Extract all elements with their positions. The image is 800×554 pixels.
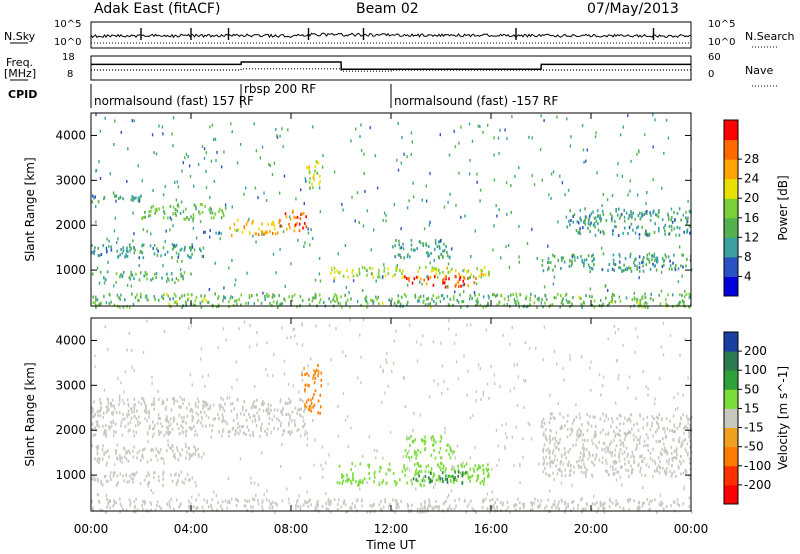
velocity-panel-range-tick-label: 2000: [55, 423, 86, 437]
time-tick-label: 20:00: [574, 522, 609, 536]
freq-label: Freq.: [6, 56, 34, 69]
velocity-colorbar-tick-label: -15: [744, 421, 764, 435]
velocity-colorbar-tick-label: -50: [744, 440, 764, 454]
velocity-colorbar-swatch: [724, 332, 738, 352]
power-panel-scatter-layer: [91, 113, 693, 309]
power-panel-range-tick-label: 2000: [55, 218, 86, 232]
freq-panel-frame: [90, 55, 692, 81]
power-colorbar-tick-label: 8: [744, 250, 752, 264]
date-title: 07/May/2013: [587, 1, 679, 17]
velocity-colorbar-tick-label: 100: [744, 363, 767, 377]
time-tick-label: 12:00: [374, 522, 409, 536]
power-colorbar-swatch: [724, 276, 738, 297]
velocity-colorbar-swatch: [724, 484, 738, 505]
beam-title: Beam 02: [356, 1, 419, 17]
velocity-colorbar-swatch: [724, 408, 738, 428]
time-axis-label: Time UT: [365, 538, 416, 552]
freq-bottom-tick: 8: [67, 69, 74, 80]
noise-right-top-tick: 10^5: [708, 19, 736, 30]
velocity-colorbar-tick-label: -200: [744, 478, 771, 492]
nave-top-tick: 60: [708, 52, 721, 63]
radar-title: Adak East (fitACF): [94, 1, 221, 17]
velocity-colorbar-swatch: [724, 446, 738, 467]
velocity-colorbar-swatch: [724, 465, 738, 486]
velocity-panel-range-tick-label: 3000: [55, 378, 86, 392]
power-colorbar-frame: [723, 119, 739, 297]
velocity-panel-range-tick-label: 4000: [55, 333, 86, 347]
velocity-colorbar-tick-label: 50: [744, 382, 759, 396]
power-panel-range-tick-label: 4000: [55, 128, 86, 142]
nave-label: Nave: [745, 64, 774, 77]
nave-bottom-tick: 0: [708, 69, 715, 80]
cpid-segment-label: normalsound (fast) -157 RF: [394, 94, 558, 108]
cpid-segment-label: rbsp 200 RF: [244, 82, 316, 96]
nave-series: [91, 68, 691, 72]
power-colorbar-tick-label: 28: [744, 152, 759, 166]
velocity-colorbar-swatch: [724, 389, 738, 409]
velocity-colorbar-tick-label: -100: [744, 459, 771, 473]
power-colorbar-swatch: [724, 159, 738, 180]
nsearch-label: N.Search: [745, 30, 795, 43]
velocity-colorbar-tick-label: 15: [744, 401, 759, 415]
velocity-colorbar-swatch: [724, 351, 738, 371]
power-panel-range-axis-label: Slant Range [km]: [23, 157, 37, 261]
time-tick-label: 16:00: [474, 522, 509, 536]
power-colorbar-swatch: [724, 178, 738, 199]
power-colorbar-swatch: [724, 217, 738, 238]
time-tick-label: 04:00: [174, 522, 209, 536]
power-colorbar-tick-label: 16: [744, 211, 759, 225]
power-colorbar-tick-label: 24: [744, 172, 759, 186]
time-tick-label: 08:00: [274, 522, 309, 536]
freq-unit-label: [MHz]: [4, 67, 37, 80]
freq-top-tick: 18: [62, 52, 75, 63]
velocity-panel-range-axis-label: Slant Range [km]: [23, 362, 37, 466]
noise-left-top-tick: 10^5: [54, 19, 82, 30]
cpid-label: CPID: [8, 88, 38, 101]
power-colorbar-swatch: [724, 237, 738, 258]
nsky-label: N.Sky: [4, 30, 36, 43]
power-colorbar-tick-label: 20: [744, 191, 759, 205]
velocity-colorbar-label: Velocity [m s^-1]: [776, 366, 790, 470]
velocity-colorbar-frame: [723, 331, 739, 505]
power-panel-range-tick-label: 1000: [55, 263, 86, 277]
cpid-segment-label: normalsound (fast) 157 RF: [94, 94, 254, 108]
power-colorbar-tick-label: 4: [744, 269, 752, 283]
power-colorbar-swatch: [724, 120, 738, 141]
freq-series: [91, 61, 691, 70]
velocity-colorbar-swatch: [724, 427, 738, 448]
time-tick-label: 00:00: [74, 522, 109, 536]
power-colorbar-swatch: [724, 139, 738, 160]
power-colorbar-swatch: [724, 256, 738, 277]
velocity-panel-scatter-layer: [91, 318, 693, 514]
power-colorbar-label: Power [dB]: [776, 175, 790, 240]
power-colorbar-tick-label: 12: [744, 230, 759, 244]
velocity-colorbar-swatch: [724, 370, 738, 390]
noise-left-bottom-tick: 10^0: [54, 37, 82, 48]
power-panel-range-tick-label: 3000: [55, 173, 86, 187]
noise-right-bottom-tick: 10^0: [708, 37, 736, 48]
time-tick-label: 00:00: [674, 522, 709, 536]
velocity-panel-frame: [90, 317, 692, 512]
velocity-colorbar-tick-label: 200: [744, 344, 767, 358]
nsky-series: [90, 32, 692, 39]
velocity-panel-range-tick-label: 1000: [55, 468, 86, 482]
power-colorbar-swatch: [724, 198, 738, 219]
